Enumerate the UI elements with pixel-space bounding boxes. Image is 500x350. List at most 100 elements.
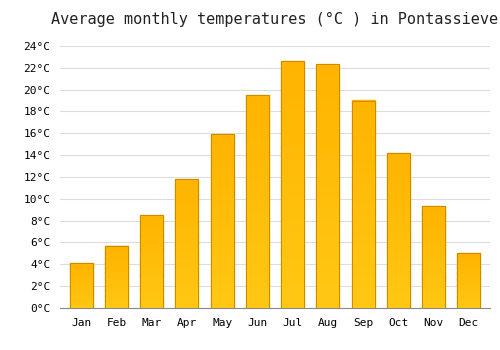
Bar <box>140 257 163 258</box>
Bar <box>387 237 410 238</box>
Bar <box>70 270 92 271</box>
Bar <box>246 187 269 189</box>
Bar <box>387 258 410 260</box>
Bar <box>316 250 340 252</box>
Bar <box>176 248 199 250</box>
Bar <box>387 218 410 219</box>
Bar <box>210 184 234 187</box>
Bar <box>70 296 92 297</box>
Bar <box>176 199 199 201</box>
Bar <box>281 66 304 69</box>
Bar <box>140 272 163 273</box>
Bar <box>210 138 234 140</box>
Bar <box>210 299 234 301</box>
Bar <box>387 288 410 289</box>
Bar <box>246 118 269 121</box>
Bar <box>387 205 410 207</box>
Bar <box>70 273 92 274</box>
Bar <box>210 216 234 218</box>
Bar <box>281 231 304 234</box>
Bar <box>176 282 199 284</box>
Bar <box>176 272 199 273</box>
Bar <box>422 279 445 281</box>
Bar <box>458 299 480 300</box>
Bar <box>105 284 128 285</box>
Bar <box>422 251 445 252</box>
Bar <box>140 285 163 286</box>
Bar <box>70 292 92 293</box>
Bar <box>176 247 199 249</box>
Bar <box>105 271 128 272</box>
Bar <box>387 292 410 294</box>
Bar <box>281 248 304 251</box>
Bar <box>281 83 304 86</box>
Bar <box>246 220 269 223</box>
Bar <box>246 238 269 240</box>
Bar <box>176 179 199 308</box>
Bar <box>352 210 374 212</box>
Bar <box>210 169 234 171</box>
Bar <box>422 216 445 217</box>
Bar <box>246 299 269 302</box>
Bar <box>281 259 304 261</box>
Bar <box>387 167 410 168</box>
Bar <box>246 138 269 140</box>
Bar <box>140 242 163 243</box>
Bar <box>387 172 410 173</box>
Bar <box>140 215 163 216</box>
Bar <box>281 236 304 239</box>
Bar <box>352 266 374 268</box>
Bar <box>105 272 128 273</box>
Bar <box>281 192 304 195</box>
Bar <box>316 135 340 138</box>
Bar <box>352 202 374 204</box>
Bar <box>105 261 128 262</box>
Bar <box>352 194 374 196</box>
Bar <box>176 215 199 217</box>
Bar <box>176 231 199 232</box>
Bar <box>105 298 128 299</box>
Bar <box>105 253 128 254</box>
Bar <box>140 288 163 289</box>
Bar <box>422 293 445 294</box>
Bar <box>281 244 304 246</box>
Bar <box>352 196 374 198</box>
Bar <box>422 305 445 306</box>
Bar <box>352 163 374 165</box>
Bar <box>246 102 269 104</box>
Bar <box>281 175 304 177</box>
Bar <box>140 283 163 284</box>
Bar <box>176 191 199 192</box>
Bar <box>352 235 374 237</box>
Bar <box>316 208 340 211</box>
Bar <box>246 108 269 110</box>
Bar <box>316 93 340 96</box>
Bar <box>140 219 163 220</box>
Bar <box>316 72 340 74</box>
Bar <box>70 265 92 266</box>
Bar <box>140 307 163 308</box>
Bar <box>176 240 199 241</box>
Bar <box>246 142 269 144</box>
Bar <box>210 249 234 251</box>
Bar <box>70 275 92 276</box>
Bar <box>210 155 234 157</box>
Bar <box>458 272 480 273</box>
Bar <box>458 283 480 284</box>
Bar <box>458 277 480 278</box>
Bar <box>281 306 304 308</box>
Bar <box>210 276 234 279</box>
Bar <box>140 303 163 304</box>
Bar <box>246 267 269 270</box>
Bar <box>281 197 304 199</box>
Bar <box>387 243 410 244</box>
Bar <box>387 159 410 161</box>
Bar <box>458 284 480 285</box>
Bar <box>176 182 199 183</box>
Bar <box>176 216 199 218</box>
Bar <box>140 236 163 237</box>
Bar <box>387 300 410 302</box>
Bar <box>316 181 340 184</box>
Bar <box>352 130 374 132</box>
Bar <box>422 224 445 225</box>
